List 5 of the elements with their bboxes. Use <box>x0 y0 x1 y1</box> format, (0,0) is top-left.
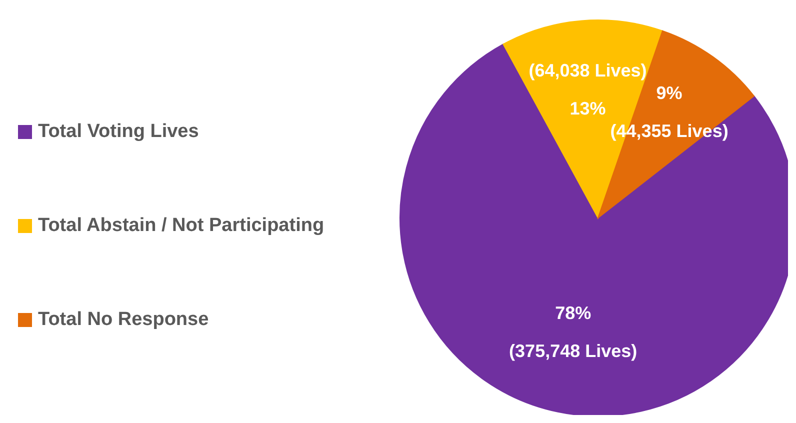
legend-label: Total Voting Lives <box>38 121 199 143</box>
legend-label: Total No Response <box>38 309 209 331</box>
data-label: (64,038 Lives) 13% <box>528 60 647 119</box>
data-label: 78% (375,748 Lives) <box>509 303 638 362</box>
legend-label: Total Abstain / Not Participating <box>38 215 324 237</box>
